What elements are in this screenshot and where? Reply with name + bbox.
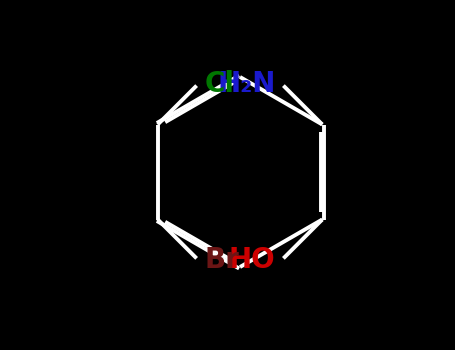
Text: Br: Br <box>205 246 239 274</box>
Text: H₂N: H₂N <box>217 70 275 98</box>
Text: HO: HO <box>229 246 275 274</box>
Text: Cl: Cl <box>205 70 235 98</box>
